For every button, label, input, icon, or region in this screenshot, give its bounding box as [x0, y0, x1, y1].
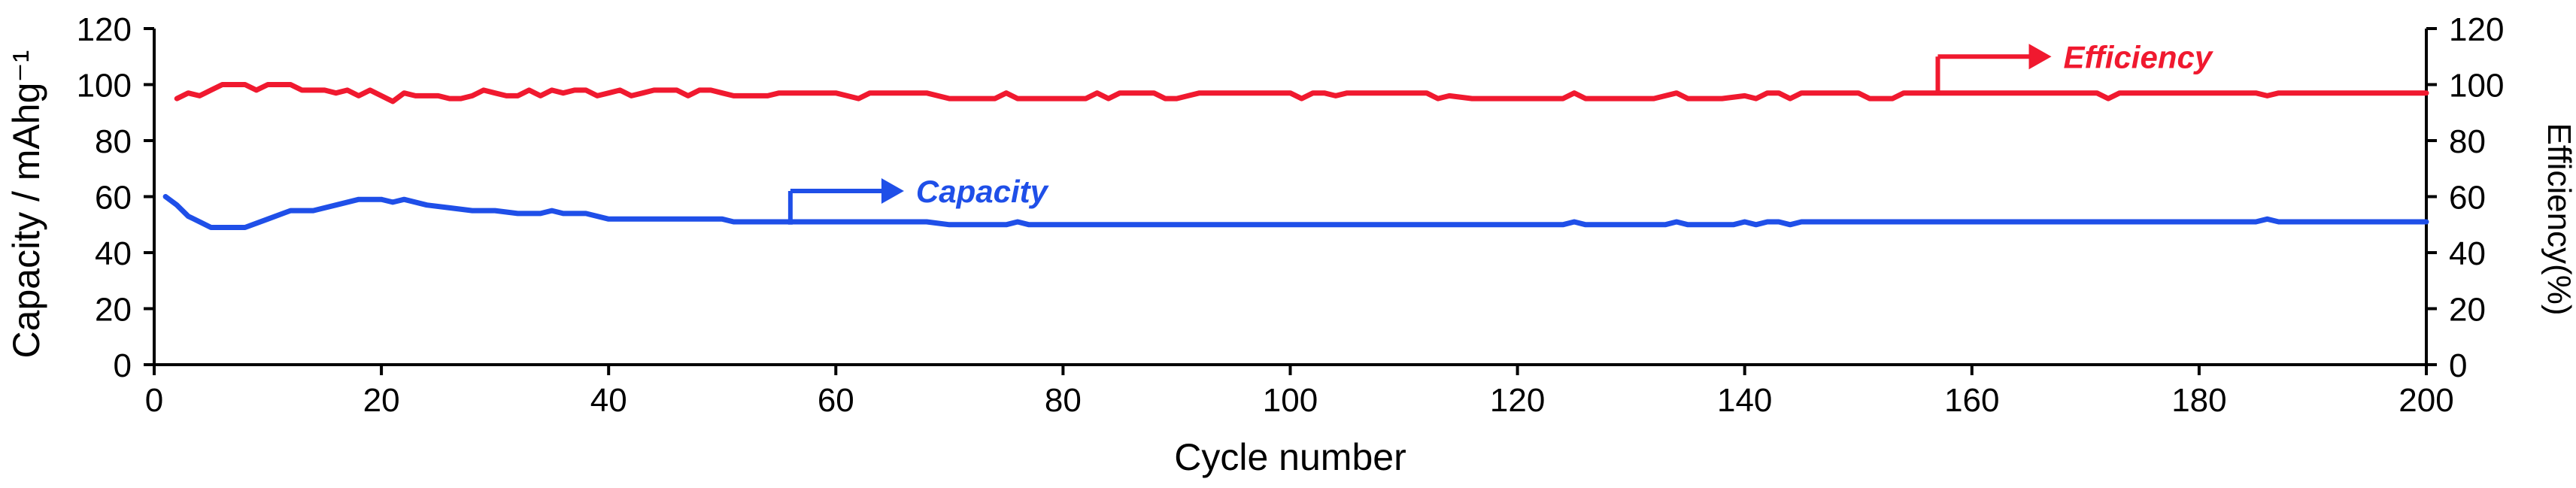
- y-axis-title-left: Capacity / mAhg⁻¹: [5, 50, 47, 359]
- y-right-tick-label: 120: [2449, 11, 2504, 48]
- series-line-capacity: [162, 194, 2429, 230]
- y-left-tick-label: 120: [77, 11, 132, 48]
- annotation-capacity: Capacity: [787, 174, 1050, 225]
- y-left-tick-label: 0: [114, 347, 132, 384]
- y-right-tick-label: 0: [2449, 347, 2467, 384]
- x-tick-label: 200: [2399, 382, 2453, 419]
- y-right-tick-label: 40: [2449, 235, 2486, 272]
- annotation-label: Efficiency: [2064, 39, 2214, 74]
- y-left-tick-label: 80: [95, 123, 132, 160]
- x-tick-label: 40: [590, 382, 627, 419]
- annotation-efficiency: Efficiency: [1935, 39, 2214, 93]
- x-tick-label: 0: [145, 382, 163, 419]
- y-left-tick-label: 40: [95, 235, 132, 272]
- y-right-tick-label: 100: [2449, 68, 2504, 105]
- x-tick-label: 80: [1045, 382, 1082, 419]
- series-line-efficiency: [174, 82, 2429, 105]
- annotation-arrow-head: [881, 178, 904, 205]
- y-left-tick-label: 20: [95, 292, 132, 329]
- x-tick-label: 180: [2171, 382, 2226, 419]
- y-right-tick-label: 20: [2449, 292, 2486, 329]
- annotation-label: Capacity: [916, 174, 1050, 209]
- y-right-tick-label: 80: [2449, 123, 2486, 160]
- series-layer: [162, 82, 2429, 230]
- annotation-layer: Capacity Efficiency: [787, 39, 2214, 225]
- x-tick-label: 100: [1263, 382, 1318, 419]
- x-tick-label: 60: [818, 382, 854, 419]
- y-left-tick-label: 60: [95, 180, 132, 217]
- axes: 0 20 40 60 80 100 120 140 160 180 2000204060801001…: [77, 11, 2505, 419]
- x-axis-title: Cycle number: [1174, 436, 1406, 478]
- annotation-arrow-head: [2028, 44, 2052, 70]
- y-left-tick-label: 100: [77, 68, 132, 105]
- y-right-tick-label: 60: [2449, 180, 2486, 217]
- y-axis-title-right: Efficiency(%): [2541, 123, 2576, 316]
- x-tick-label: 140: [1717, 382, 1772, 419]
- x-tick-label: 120: [1490, 382, 1545, 419]
- x-tick-label: 160: [1944, 382, 1999, 419]
- x-tick-label: 20: [363, 382, 400, 419]
